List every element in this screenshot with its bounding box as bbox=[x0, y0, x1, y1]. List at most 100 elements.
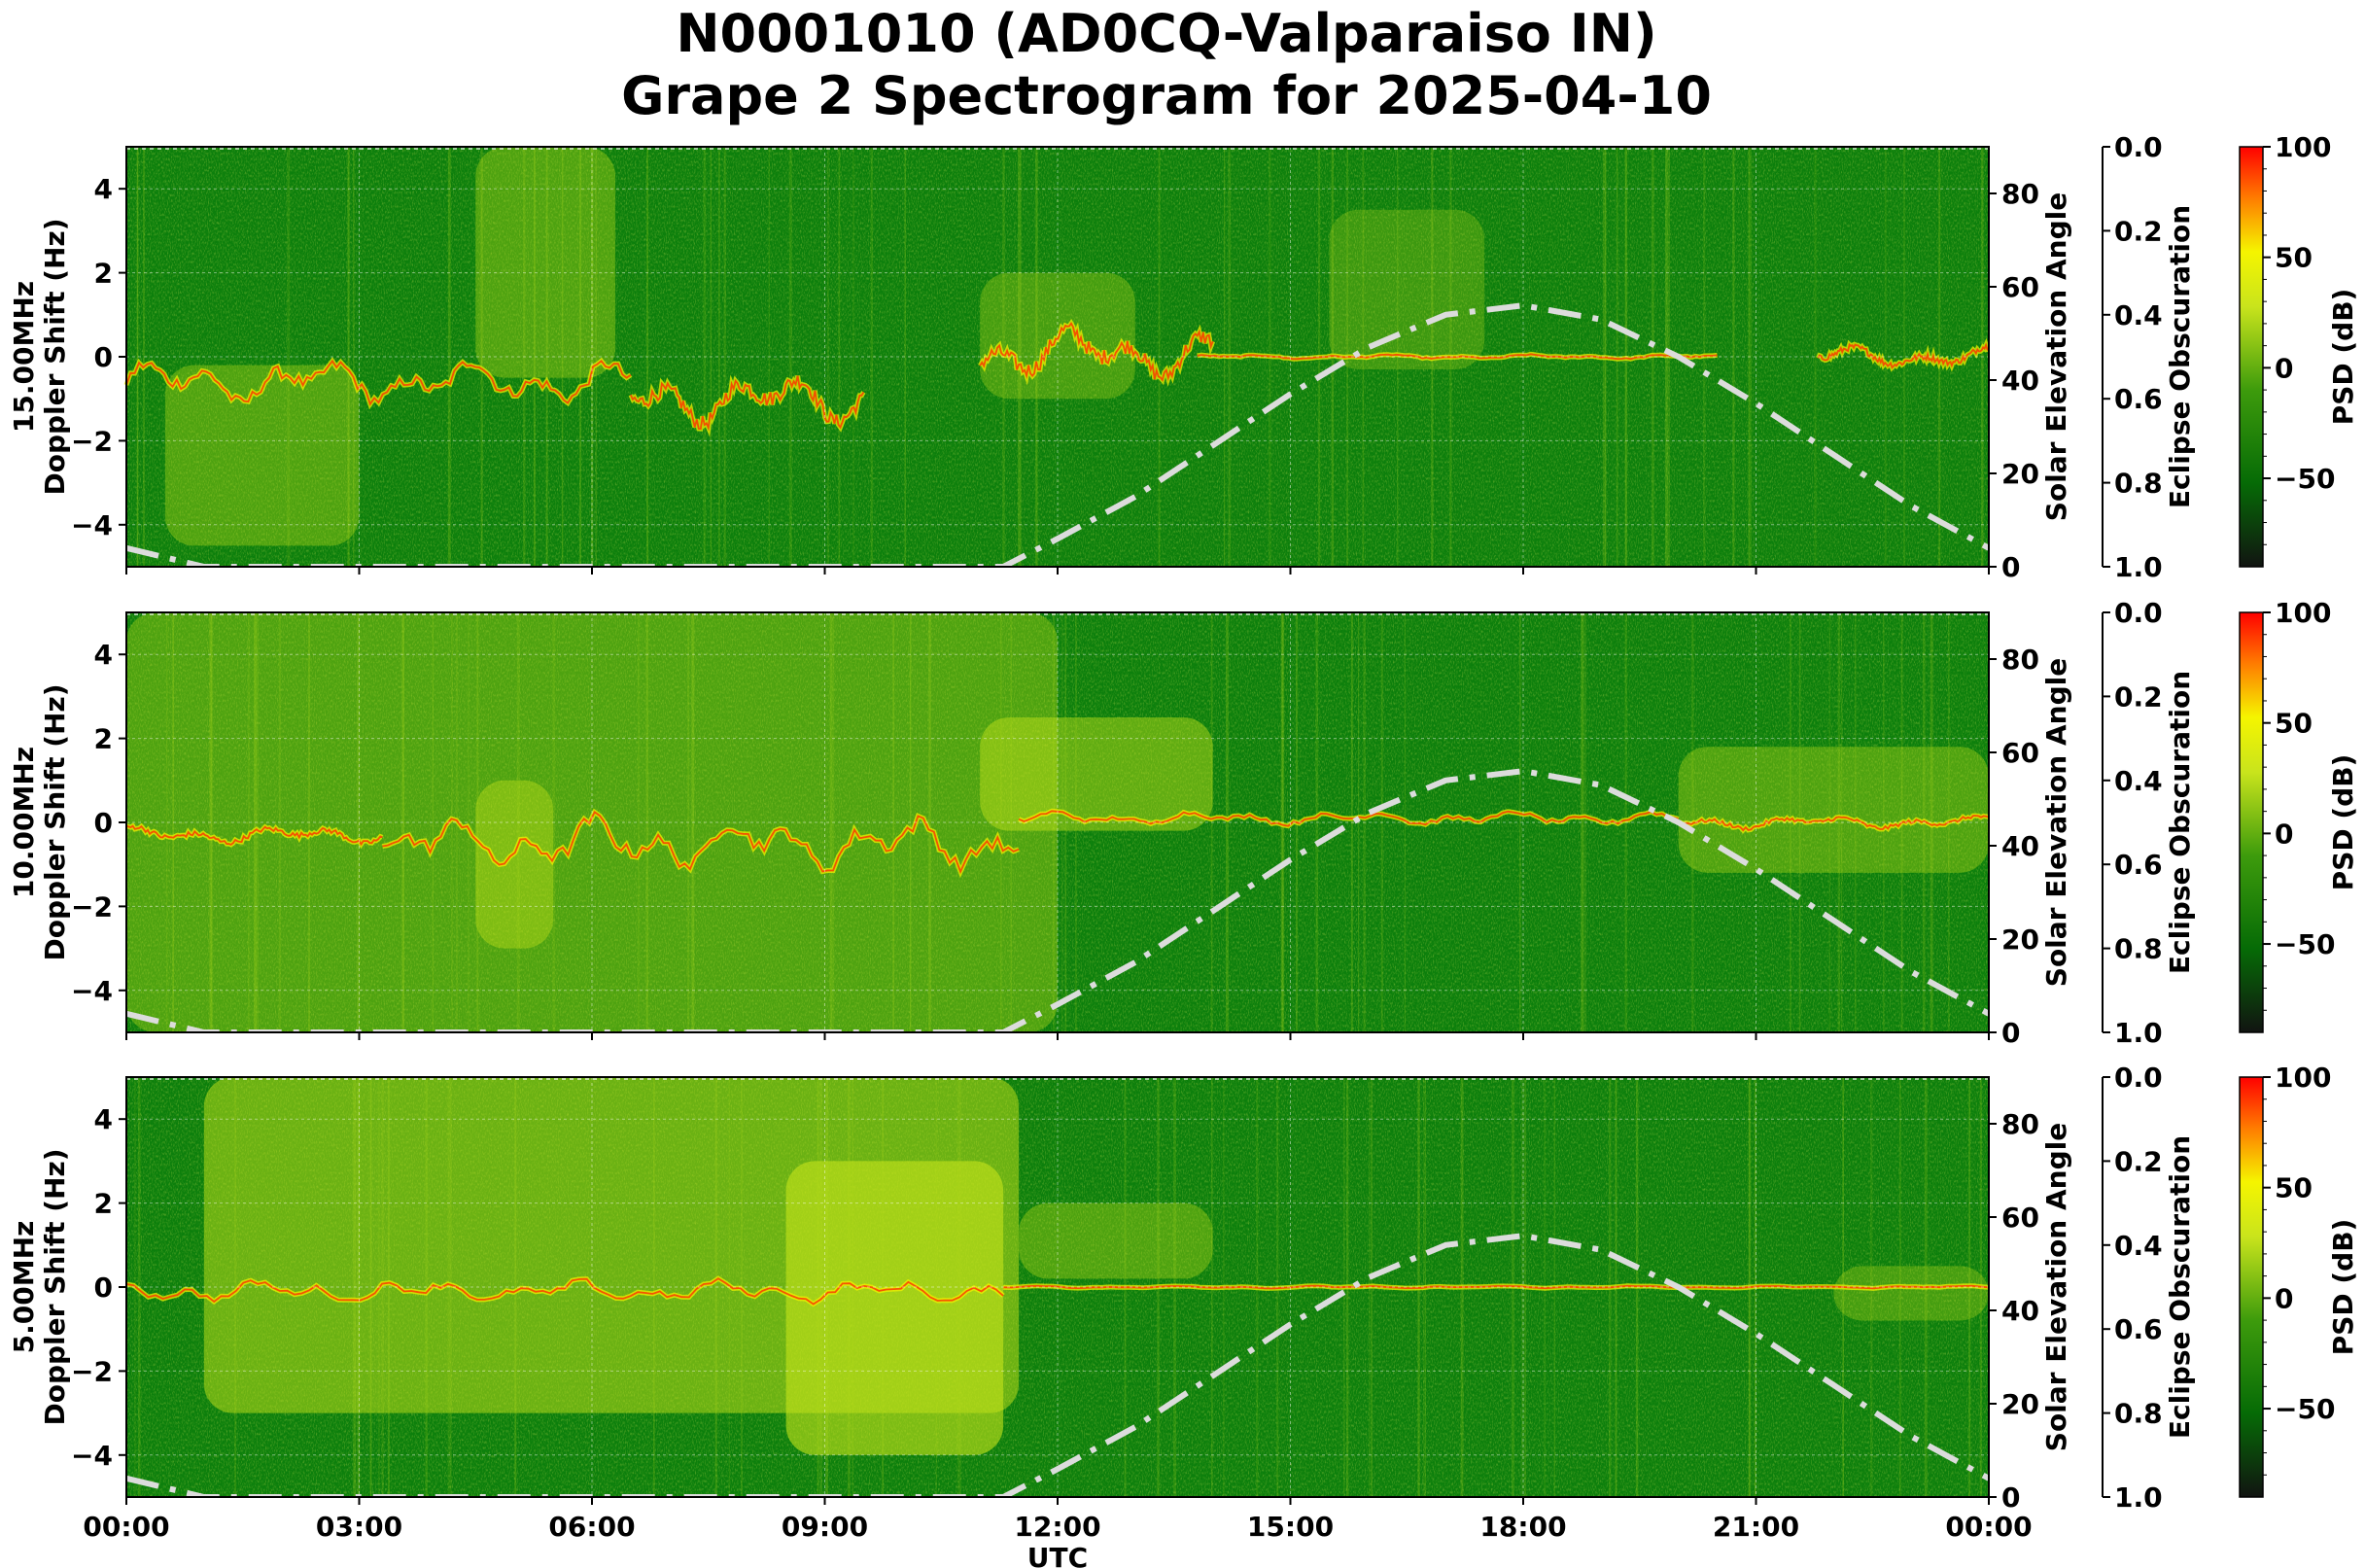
spectrogram-streak bbox=[1035, 147, 1038, 567]
chart-title-line-1: N0001010 (AD0CQ-Valparaiso IN) bbox=[676, 3, 1657, 64]
solar-tick-label: 40 bbox=[2001, 1295, 2039, 1327]
spectrogram-streak bbox=[514, 1077, 517, 1497]
spectrogram-streak bbox=[425, 1077, 428, 1497]
panel-frequency-label: 10.00MHz bbox=[8, 747, 40, 898]
x-tick-label: 00:00 bbox=[83, 1511, 169, 1543]
spectrogram-streak bbox=[451, 612, 453, 1032]
eclipse-tick-label: 1.0 bbox=[2114, 1481, 2163, 1514]
spectrogram-streak bbox=[278, 612, 281, 1032]
left-axis-label: Doppler Shift (Hz) bbox=[39, 1148, 71, 1425]
spectrogram-streak bbox=[307, 612, 311, 1032]
eclipse-axis-label: Eclipse Obscuration bbox=[2164, 671, 2196, 974]
left-tick-label: −4 bbox=[71, 509, 113, 541]
spectrogram-streak bbox=[1519, 612, 1521, 1032]
colorbar-label: PSD (dB) bbox=[2327, 754, 2359, 891]
spectrogram-streak bbox=[210, 612, 214, 1032]
colorbar-tick-label: 100 bbox=[2275, 597, 2331, 629]
spectrogram-streak bbox=[1226, 612, 1229, 1032]
spectrogram-streak bbox=[143, 147, 145, 567]
left-tick-label: 4 bbox=[94, 173, 113, 205]
spectrogram-streak bbox=[645, 612, 648, 1032]
spectrogram-streak bbox=[819, 1077, 823, 1497]
eclipse-axis-label: Eclipse Obscuration bbox=[2164, 1135, 2196, 1439]
doppler-trace bbox=[1003, 1284, 1990, 1290]
spectrogram-streak bbox=[827, 147, 829, 567]
spectrogram-streak bbox=[401, 612, 404, 1032]
spectrogram-streak bbox=[1583, 612, 1587, 1032]
spectrogram-streak bbox=[958, 1077, 961, 1497]
spectrogram-glow bbox=[1019, 1202, 1213, 1279]
spectrogram-streak bbox=[852, 147, 854, 567]
spectrogram-streak bbox=[381, 1077, 384, 1497]
eclipse-tick-label: 0.8 bbox=[2114, 933, 2163, 965]
x-axis-label: UTC bbox=[1027, 1542, 1088, 1568]
eclipse-axis-label: Eclipse Obscuration bbox=[2164, 205, 2196, 508]
spectrogram-streak bbox=[353, 147, 355, 567]
x-tick-label: 15:00 bbox=[1247, 1511, 1334, 1543]
spectrogram-glow bbox=[475, 147, 615, 378]
spectrogram-streak bbox=[1749, 147, 1753, 567]
solar-axis-label: Solar Elevation Angle bbox=[2040, 1123, 2072, 1451]
solar-tick-label: 80 bbox=[2001, 1108, 2039, 1140]
spectrogram-streak bbox=[829, 612, 832, 1032]
spectrogram-streak bbox=[1315, 612, 1319, 1032]
spectrogram-streak bbox=[136, 147, 139, 567]
solar-tick-label: 0 bbox=[2001, 1017, 2020, 1049]
spectrogram-streak bbox=[870, 147, 874, 567]
colorbar-tick-label: 0 bbox=[2275, 1282, 2293, 1314]
colorbar bbox=[2239, 611, 2264, 1033]
left-tick-label: 4 bbox=[94, 1103, 113, 1135]
spectrogram-streak bbox=[209, 612, 213, 1032]
panel-frequency-label: 5.00MHz bbox=[8, 1221, 40, 1354]
solar-tick-label: 40 bbox=[2001, 830, 2039, 862]
left-tick-label: 0 bbox=[94, 341, 113, 373]
doppler-trace bbox=[125, 824, 383, 847]
doppler-trace bbox=[125, 1277, 1004, 1306]
doppler-trace bbox=[382, 811, 1020, 875]
solar-tick-label: 0 bbox=[2001, 551, 2020, 583]
spectrogram-streak bbox=[468, 612, 470, 1032]
eclipse-tick-label: 0.8 bbox=[2114, 468, 2163, 500]
spectrogram-streak bbox=[1814, 147, 1817, 567]
spectrogram-streak bbox=[1019, 147, 1022, 567]
spectrogram-streak bbox=[935, 1077, 937, 1497]
spectrogram-streak bbox=[523, 147, 526, 567]
spectrogram-streak bbox=[646, 147, 648, 567]
left-tick-label: 2 bbox=[94, 723, 113, 755]
eclipse-tick-label: 0.4 bbox=[2114, 1230, 2163, 1262]
left-tick-label: 4 bbox=[94, 639, 113, 671]
spectrogram-streak bbox=[1010, 612, 1012, 1032]
spectrogram-streak bbox=[352, 1077, 356, 1497]
colorbar-label: PSD (dB) bbox=[2327, 289, 2359, 426]
left-tick-label: 2 bbox=[94, 258, 113, 290]
eclipse-tick-label: 0.2 bbox=[2114, 680, 2163, 713]
panel-frequency-label: 15.00MHz bbox=[8, 281, 40, 433]
eclipse-tick-label: 0.2 bbox=[2114, 1145, 2163, 1177]
solar-tick-label: 20 bbox=[2001, 1388, 2039, 1420]
left-tick-label: −2 bbox=[71, 425, 113, 457]
doppler-trace bbox=[1678, 815, 1990, 832]
eclipse-tick-label: 0.6 bbox=[2114, 849, 2163, 881]
spectrogram-streak bbox=[703, 147, 707, 567]
left-tick-label: 2 bbox=[94, 1188, 113, 1220]
eclipse-tick-label: 0.0 bbox=[2114, 597, 2163, 629]
spectrogram-glow bbox=[164, 365, 360, 546]
x-tick-label: 12:00 bbox=[1014, 1511, 1100, 1543]
spectrogram-streak bbox=[928, 612, 931, 1032]
spectrogram-glow bbox=[1833, 1266, 1989, 1321]
spectrogram-glow bbox=[1678, 747, 1989, 873]
solar-tick-label: 60 bbox=[2001, 1202, 2039, 1234]
solar-tick-label: 60 bbox=[2001, 737, 2039, 769]
spectrogram-streak bbox=[825, 1077, 829, 1497]
spectrogram-streak bbox=[552, 612, 556, 1032]
spectrogram-streak bbox=[1981, 147, 1984, 567]
doppler-trace bbox=[125, 359, 632, 406]
x-tick-label: 03:00 bbox=[316, 1511, 402, 1543]
spectrogram-streak bbox=[357, 1077, 361, 1497]
spectrogram-streak bbox=[287, 147, 291, 567]
eclipse-tick-label: 0.8 bbox=[2114, 1398, 2163, 1430]
solar-tick-label: 20 bbox=[2001, 923, 2039, 956]
spectrogram-streak bbox=[956, 1077, 959, 1497]
spectrogram-streak bbox=[591, 147, 594, 567]
spectrogram-glow bbox=[980, 717, 1213, 831]
